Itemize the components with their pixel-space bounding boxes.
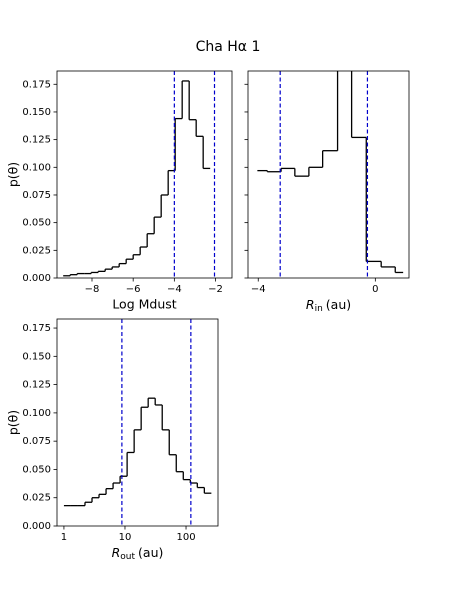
y-tick-label: 0.175 — [22, 79, 51, 90]
axes-frame — [56, 70, 233, 279]
plot-area — [257, 71, 404, 278]
y-tick-label: 0.025 — [22, 245, 51, 256]
y-tick-label: 0.100 — [22, 162, 51, 173]
x-tick-label: −4 — [167, 284, 182, 295]
axes-frame — [247, 70, 410, 279]
label-symbol: R — [306, 297, 315, 312]
y-tick-label: 0.125 — [22, 135, 51, 146]
label-unit: (au) — [138, 545, 163, 560]
y-tick-label: 0.125 — [22, 380, 51, 391]
y-axis-label: p(θ) — [6, 410, 21, 435]
y-axis-label: p(θ) — [6, 162, 21, 187]
y-tick-label: 0.150 — [22, 351, 51, 362]
label-subscript: out — [120, 552, 135, 562]
y-tick-label: 0.000 — [22, 273, 51, 284]
x-tick-label: 10 — [119, 532, 132, 543]
plot-area — [63, 71, 216, 278]
plot-area — [63, 319, 212, 526]
y-tick-label: 0.075 — [22, 190, 51, 201]
x-tick-label: −8 — [85, 284, 100, 295]
subplot: −4 0 Rin (au) — [244, 70, 410, 314]
y-tick-label: 0.025 — [22, 493, 51, 504]
y-tick-label: 0.050 — [22, 218, 51, 229]
y-tick-label: 0.050 — [22, 464, 51, 475]
subplot: 0.000 0.025 0.050 0.075 0.100 0.125 0.150 0.175… — [6, 318, 219, 562]
x-tick-label: 1 — [61, 532, 67, 543]
y-tick-label: 0.150 — [22, 107, 51, 118]
y-tick-label: 0.100 — [22, 408, 51, 419]
x-tick-label: −6 — [126, 284, 141, 295]
x-tick-label: −2 — [208, 284, 223, 295]
x-axis-label: Log Mdust — [112, 297, 176, 312]
label-unit: (au) — [326, 297, 351, 312]
x-tick-label: 100 — [176, 532, 195, 543]
subplot: 0.000 0.025 0.050 0.075 0.100 0.125 0.150 0.175… — [6, 70, 233, 312]
y-tick-label: 0.175 — [22, 323, 51, 334]
label-subscript: in — [315, 304, 323, 314]
label-symbol: R — [112, 545, 121, 560]
y-tick-label: 0.000 — [22, 521, 51, 532]
axes-frame — [56, 318, 219, 527]
x-axis-label: Rin (au) — [306, 297, 351, 314]
x-axis-label: Rout (au) — [112, 545, 164, 562]
x-tick-label: −4 — [251, 284, 266, 295]
y-tick-label: 0.075 — [22, 436, 51, 447]
x-tick-label: 0 — [372, 284, 378, 295]
figure-title: Cha Hα 1 — [196, 39, 261, 55]
